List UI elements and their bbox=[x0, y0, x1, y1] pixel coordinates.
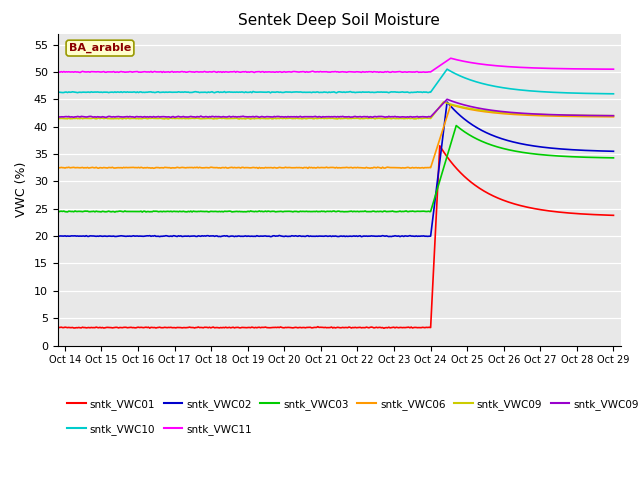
Y-axis label: VWC (%): VWC (%) bbox=[15, 162, 28, 217]
Legend: sntk_VWC10, sntk_VWC11: sntk_VWC10, sntk_VWC11 bbox=[63, 420, 257, 439]
Text: BA_arable: BA_arable bbox=[69, 43, 131, 53]
Title: Sentek Deep Soil Moisture: Sentek Deep Soil Moisture bbox=[238, 13, 440, 28]
